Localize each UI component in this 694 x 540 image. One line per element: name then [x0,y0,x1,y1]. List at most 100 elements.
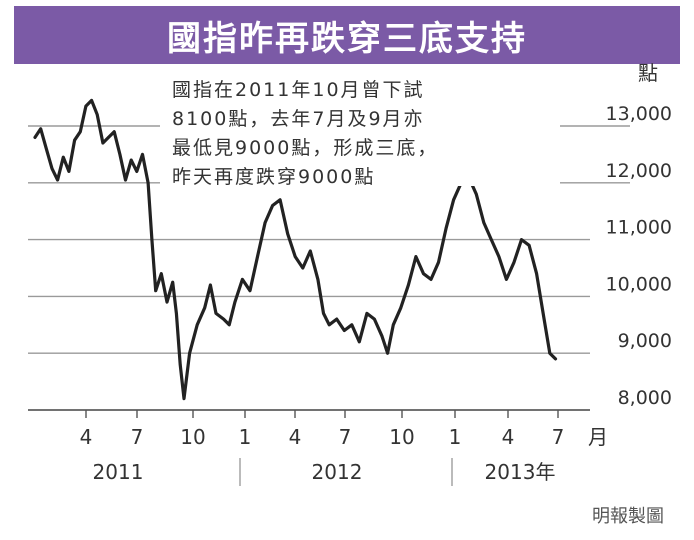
data-point [118,153,122,156]
data-point [113,130,116,133]
data-point [527,244,531,247]
data-point [386,352,389,355]
data-point [96,113,99,116]
data-point [309,249,312,253]
data-point [146,181,150,184]
data-point [414,255,418,258]
data-point [548,352,551,355]
data-point [505,278,508,281]
chart-title-banner: 國指昨再跌穿三底支持 [14,6,680,64]
x-tick-label: 10 [389,425,414,449]
annotation-line: 國指在2011年10月曾下試 [172,79,425,101]
x-tick-label: 7 [552,425,565,449]
data-point [535,272,538,275]
data-point [271,204,274,207]
data-point [56,178,59,182]
data-point [175,312,178,315]
data-point [512,261,516,264]
data-point [322,312,325,315]
x-tick-label: 1 [239,425,252,449]
data-point [135,170,138,173]
y-tick-label: 8,000 [618,387,672,409]
data-point [286,232,289,236]
credit-label: 明報製圖 [592,506,664,527]
axis-layer: 13,000 12,000 11,000 10,000 9,000 8,000 點 4 7 10 1… [28,61,672,527]
data-point [407,283,410,287]
series-layer [33,98,558,401]
data-point [444,227,448,230]
annotation-line: 昨天再度跌穿9000點 [172,166,375,188]
data-point [228,323,231,326]
data-point [79,130,82,133]
year-label: 2012 [312,460,363,484]
data-point [301,266,304,270]
data-point [214,312,218,315]
data-point [490,238,493,241]
data-point [554,357,557,361]
data-point [45,147,48,150]
data-point [150,238,154,241]
x-tick-label: 4 [80,425,93,449]
data-point [358,340,361,343]
data-point [141,153,144,156]
data-point [39,127,42,130]
y-tick-label: 10,000 [606,273,672,295]
data-point [203,306,206,309]
year-label: 2011 [93,460,144,484]
x-tick-label: 10 [180,425,205,449]
data-point [67,170,71,173]
y-tick-label: 13,000 [606,103,672,125]
data-point [475,193,478,196]
data-point [84,104,88,108]
x-tick-label: 4 [289,425,302,449]
x-tick-label: 1 [449,425,462,449]
data-point [124,178,127,182]
year-label: 2013年 [485,460,556,484]
data-point [171,281,174,284]
x-tick-label: 7 [339,425,352,449]
data-point [482,221,485,224]
data-point [437,261,440,264]
data-point [233,300,237,304]
y-tick-label: 11,000 [606,217,672,239]
data-point [294,255,297,258]
data-point [429,278,433,281]
data-point [130,158,133,162]
chart-title: 國指昨再跌穿三底支持 [167,18,527,59]
annotation-line: 8100點，去年7月及9月亦 [172,108,425,130]
data-point [179,363,182,366]
data-point [182,397,186,400]
x-tick-label: 7 [131,425,144,449]
data-point [452,198,455,201]
data-point [50,167,54,170]
data-point [373,317,376,321]
data-point [241,278,244,281]
data-point [343,329,346,332]
data-point [542,317,546,321]
annotation-background [160,68,560,186]
data-point [248,289,252,292]
data-point [107,136,110,139]
data-point [160,272,163,275]
data-point [256,255,259,258]
data-point [196,323,199,326]
data-point [422,272,425,275]
data-point [33,136,37,139]
data-point [90,99,93,102]
data-point [328,323,331,326]
y-unit-label: 點 [638,61,658,85]
data-point [365,312,369,315]
annotation-layer: 國指在2011年10月曾下試 8100點，去年7月及9月亦最低見9000點，形成三… [160,68,560,188]
data-point [73,139,76,142]
data-point [101,141,105,145]
data-point [392,323,395,326]
data-point [209,283,212,287]
data-point [316,278,320,281]
x-unit-label: 月 [588,425,608,449]
y-tick-label: 12,000 [606,160,672,182]
y-tick-label: 9,000 [618,330,672,352]
data-point [350,323,353,326]
data-point [165,300,169,304]
data-point [335,317,338,321]
